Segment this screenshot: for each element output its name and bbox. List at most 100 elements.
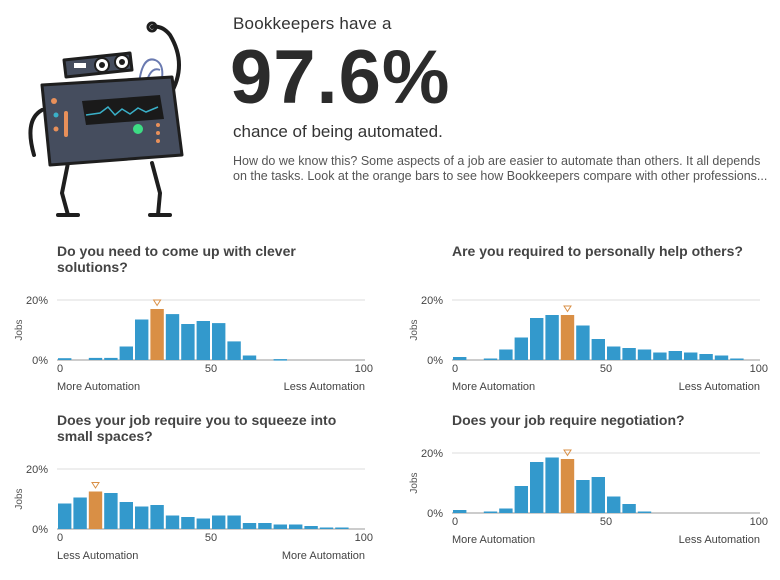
histogram-bar: [119, 502, 133, 529]
histogram-bar: [104, 493, 118, 529]
automation-summary: Bookkeepers have a 97.6% chance of being…: [230, 14, 773, 184]
histogram-bar: [273, 359, 287, 361]
histogram-bar: [58, 503, 72, 529]
histogram-bar: [591, 339, 605, 360]
question-panel-negotiation: Does your job require negotiation?: [452, 412, 772, 428]
histogram-bar: [530, 462, 544, 513]
histogram-bar: [499, 508, 513, 513]
right-direction-label: Less Automation: [284, 381, 365, 393]
histogram-bar: [637, 511, 652, 513]
histogram-bar: [622, 504, 636, 513]
histogram-bar: [668, 351, 682, 360]
left-direction-label: More Automation: [452, 534, 535, 546]
y-tick-label: 20%: [421, 448, 443, 460]
robot-illustration: [28, 21, 184, 217]
question-panel-help-others: Are you required to personally help othe…: [452, 243, 772, 259]
histogram-bar: [335, 527, 349, 529]
x-tick-label: 100: [355, 532, 373, 544]
highlight-marker-icon: [152, 299, 162, 307]
question-title: Does your job require negotiation?: [452, 412, 685, 428]
highlight-marker-icon: [563, 449, 572, 457]
y-tick-label: 0%: [32, 524, 48, 536]
histogram-bar: [576, 480, 590, 513]
histogram-bar: [514, 337, 528, 360]
histogram-bar: [119, 346, 133, 360]
hero-lead: Bookkeepers have a: [233, 14, 392, 33]
histogram-bar: [73, 497, 87, 529]
left-direction-label: Less Automation: [57, 550, 138, 562]
histogram-bar: [653, 352, 667, 360]
x-tick-label: 50: [600, 516, 612, 528]
histogram-bar: [150, 505, 164, 529]
histogram-bar: [181, 324, 195, 360]
right-direction-label: More Automation: [282, 550, 365, 562]
question-panel-small-spaces: Does your job require you to squeeze int…: [57, 412, 377, 444]
x-tick-label: 100: [355, 363, 373, 375]
y-axis-label: Jobs: [14, 488, 25, 509]
histogram-bar: [289, 524, 303, 529]
histogram-bar: [258, 523, 272, 529]
x-tick-label: 100: [750, 363, 768, 375]
histogram-bar: [545, 315, 559, 360]
y-axis-label: Jobs: [14, 319, 25, 340]
histogram-small-spaces: Jobs 20% 0% 0 50 100 Less Automation More Autom…: [14, 464, 373, 562]
histogram-bar: [196, 518, 210, 529]
histogram-bar: [181, 517, 195, 529]
histogram-bar: [607, 496, 621, 513]
histogram-bar: [242, 355, 257, 360]
x-tick-label: 0: [452, 516, 458, 528]
histogram-bar: [530, 318, 544, 360]
y-tick-label: 0%: [427, 508, 443, 520]
histogram-bar: [242, 523, 257, 529]
histogram-bar: [637, 349, 652, 360]
automation-percentage: 97.6%: [230, 35, 451, 120]
right-direction-label: Less Automation: [679, 381, 760, 393]
histogram-negotiation: Jobs 20% 0% 0 50 100 More Automation Less Autom…: [409, 448, 768, 546]
x-tick-label: 50: [600, 363, 612, 375]
left-direction-label: More Automation: [452, 381, 535, 393]
histogram-bar: [591, 477, 605, 513]
highlight-bar: [150, 309, 164, 360]
question-title: Does your job require you to squeeze int…: [57, 412, 337, 444]
x-tick-label: 0: [452, 363, 458, 375]
x-tick-label: 50: [205, 532, 217, 544]
y-tick-label: 0%: [32, 355, 48, 367]
histogram-bar: [104, 357, 118, 360]
question-title: Are you required to personally help othe…: [452, 243, 743, 259]
x-tick-label: 50: [205, 363, 217, 375]
histogram-bar: [135, 319, 149, 360]
histogram-bar: [165, 314, 180, 360]
y-tick-label: 20%: [26, 464, 48, 476]
right-direction-label: Less Automation: [679, 534, 760, 546]
histogram-bar: [273, 524, 287, 529]
histogram-bar: [58, 358, 72, 360]
histogram-bar: [88, 357, 103, 360]
histogram-bar: [483, 511, 498, 513]
histogram-bar: [514, 486, 528, 513]
histogram-bar: [135, 506, 149, 529]
highlight-marker-icon: [563, 305, 572, 313]
question-panel-clever-solutions: Do you need to come up with clever solut…: [57, 243, 377, 275]
histogram-bar: [607, 346, 621, 360]
highlight-bar: [560, 315, 575, 360]
histogram-bar: [453, 510, 467, 513]
histogram-bar: [730, 358, 744, 360]
histogram-bar: [545, 457, 559, 513]
histogram-bar: [196, 321, 210, 360]
highlight-bar: [88, 491, 103, 529]
x-tick-label: 0: [57, 532, 63, 544]
y-axis-label: Jobs: [409, 472, 420, 493]
question-title: Do you need to come up with clever solut…: [57, 243, 296, 275]
histogram-bar: [576, 325, 590, 360]
histogram-bar: [453, 357, 467, 360]
histogram-bar: [212, 323, 226, 360]
histogram-bar: [714, 355, 729, 360]
x-tick-label: 100: [750, 516, 768, 528]
highlight-bar: [560, 459, 575, 513]
histogram-bar: [212, 515, 226, 529]
highlight-marker-icon: [91, 482, 100, 489]
histogram-bar: [227, 341, 241, 360]
histogram-clever-solutions: Jobs 20% 0% 0 50 100 More Automation Less Autom…: [14, 295, 373, 393]
y-tick-label: 20%: [421, 295, 443, 307]
histogram-bar: [304, 526, 318, 529]
